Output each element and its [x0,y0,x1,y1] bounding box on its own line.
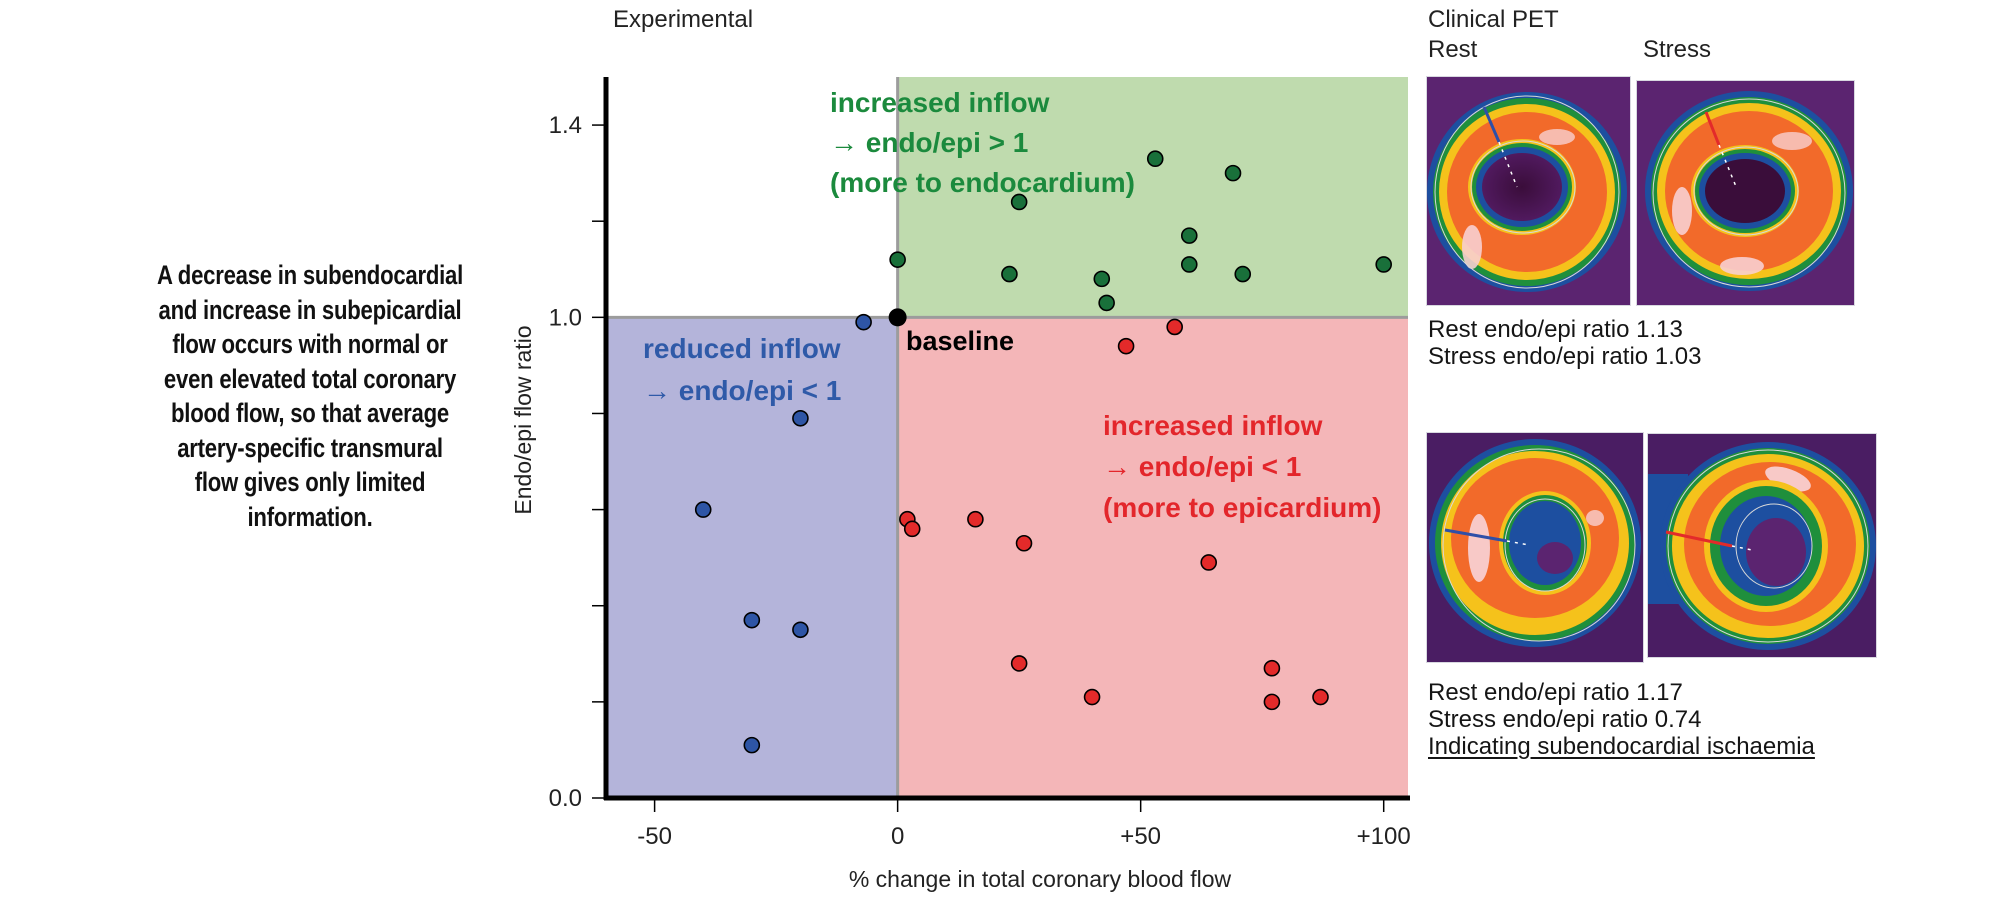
caption-line: blood flow, so that average [171,398,449,428]
chart-dividers [606,77,1408,798]
data-point [889,251,906,268]
scatter-chart: 1.4 1.0 0.0 -50 0 +50 +100 increased inflow → … [510,77,1411,892]
case2-rest-ratio: Rest endo/epi ratio 1.17 [1428,679,1683,706]
y-axis-label: Endo/epi flow ratio [510,325,536,514]
data-point [1001,265,1018,283]
clinical-pet-title: Clinical PET [1428,6,1559,33]
y-ticks: 1.4 1.0 0.0 [549,112,606,812]
data-point [1180,227,1198,244]
data-point [792,409,809,427]
data-point [1098,294,1115,312]
y-tick-label: 1.4 [549,112,582,139]
blue-annotation-line: → endo/epi < 1 [643,375,841,406]
stress-column-label: Stress [1643,36,1712,63]
case1-stress-ratio: Stress endo/epi ratio 1.03 [1428,343,1702,370]
data-point [1224,164,1242,182]
data-point [1146,150,1164,168]
caption-line: artery-specific transmural [177,432,443,463]
data-point [694,501,712,518]
pet-rest-image-1 [1426,76,1631,306]
x-ticks: -50 0 +50 +100 [637,798,1411,850]
case1-rest-ratio: Rest endo/epi ratio 1.13 [1428,316,1683,343]
caption-line: flow gives only limited [194,467,426,497]
x-tick-label: -50 [637,823,672,850]
y-tick-label: 1.0 [549,304,582,331]
data-point [1234,265,1252,283]
caption-line: even elevated total coronary [163,363,457,394]
data-point [1263,693,1281,711]
chart-annotations: increased inflow → endo/epi > 1 (more to e… [643,87,1381,523]
baseline-point [888,308,907,327]
case2-text: Rest endo/epi ratio 1.17 Stress endo/epi… [1428,679,1815,760]
region-increased-inflow-endo [897,77,1408,318]
left-caption: A decrease in subendocardial and increas… [154,258,466,534]
rest-marker-line-1 [1482,106,1501,143]
rest-column-label: Rest [1428,36,1478,63]
pet-stress-image-2 [1647,433,1877,658]
x-tick-label: 0 [891,823,904,850]
data-point [1200,554,1218,571]
pet-rest-image-2 [1426,432,1644,663]
green-annotation-line: increased inflow [830,87,1050,118]
data-point [1180,256,1198,273]
caption-line: A decrease in subendocardial [156,260,464,290]
caption-line: and increase in subepicardial [158,294,462,325]
data-point [743,736,761,754]
data-point [1375,256,1392,273]
data-point [903,520,921,538]
caption-line: information. [247,501,373,532]
data-point [1312,688,1329,706]
case1-text: Rest endo/epi ratio 1.13 Stress endo/epi… [1428,316,1702,370]
green-annotation-line: (more to endocardium) [830,167,1135,198]
region-reduced-inflow [606,317,898,798]
data-point [855,313,872,331]
data-point [1015,534,1033,552]
case2-stress-ratio: Stress endo/epi ratio 0.74 [1428,706,1702,733]
data-point [1166,318,1183,336]
data-point [1263,659,1281,677]
case2-conclusion: Indicating subendocardial ischaemia [1428,733,1815,760]
data-point [1093,270,1111,288]
baseline-annotation-line: baseline [906,326,1014,356]
pet-stress-image-1 [1636,80,1855,306]
data-point [792,621,809,639]
data-point [967,510,984,528]
blue-annotation-line: reduced inflow [643,333,841,364]
x-tick-label: +50 [1120,823,1161,850]
x-tick-label: +100 [1357,823,1411,850]
data-point [1083,688,1101,706]
data-point [743,611,761,629]
caption-line: flow occurs with normal or [172,329,448,359]
data-points [694,150,1392,754]
experimental-title: Experimental [613,6,754,33]
data-point [1117,337,1135,355]
chart-regions [606,77,1408,798]
region-increased-inflow-epi [897,317,1408,798]
y-tick-label: 0.0 [549,785,582,812]
chart-axes [603,77,1410,801]
data-point [1010,193,1028,211]
red-annotation-line: (more to epicardium) [1103,492,1381,523]
red-annotation-line: → endo/epi < 1 [1103,451,1301,482]
data-point [1010,655,1028,672]
green-annotation-line: → endo/epi > 1 [830,127,1028,158]
x-axis-label: % change in total coronary blood flow [849,866,1232,892]
red-annotation-line: increased inflow [1103,410,1323,441]
